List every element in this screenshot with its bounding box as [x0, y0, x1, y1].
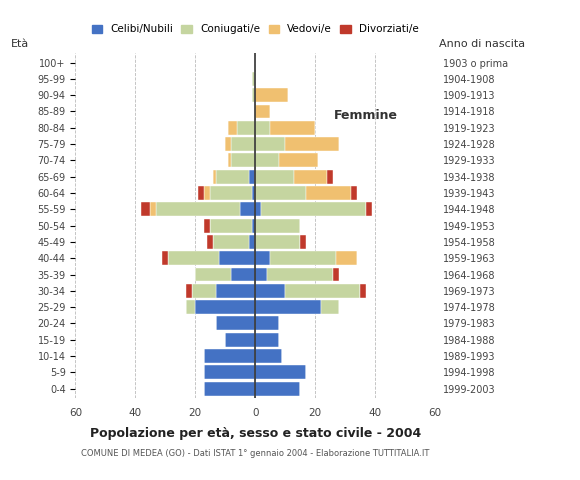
Bar [195, 300, 255, 314]
Bar [210, 186, 252, 200]
Bar [216, 316, 255, 330]
Bar [198, 186, 204, 200]
Bar [255, 219, 300, 232]
Bar [204, 349, 255, 363]
Bar [207, 235, 213, 249]
Text: Femmine: Femmine [334, 108, 398, 121]
Bar [267, 267, 333, 281]
Bar [229, 154, 231, 168]
Bar [255, 105, 270, 119]
Bar [300, 235, 306, 249]
Text: Età: Età [10, 39, 29, 49]
Bar [270, 251, 336, 265]
Bar [237, 121, 255, 135]
Bar [255, 333, 279, 347]
Bar [255, 137, 285, 151]
Bar [204, 186, 210, 200]
Bar [162, 251, 168, 265]
Bar [255, 251, 270, 265]
Text: COMUNE DI MEDEA (GO) - Dati ISTAT 1° gennaio 2004 - Elaborazione TUTTITALIA.IT: COMUNE DI MEDEA (GO) - Dati ISTAT 1° gen… [81, 449, 429, 458]
Bar [255, 170, 294, 184]
Bar [255, 382, 300, 396]
Bar [252, 72, 255, 86]
Bar [255, 88, 288, 102]
Bar [210, 219, 252, 232]
Bar [157, 203, 240, 216]
Bar [216, 170, 249, 184]
Bar [213, 235, 249, 249]
Bar [255, 203, 261, 216]
Bar [240, 203, 255, 216]
Bar [186, 300, 195, 314]
Bar [186, 284, 193, 298]
Bar [255, 300, 321, 314]
Bar [327, 170, 333, 184]
Bar [285, 137, 339, 151]
Bar [168, 251, 219, 265]
Bar [150, 203, 157, 216]
Bar [219, 251, 255, 265]
Bar [231, 267, 255, 281]
Bar [360, 284, 366, 298]
Bar [321, 300, 339, 314]
Bar [255, 186, 306, 200]
Bar [366, 203, 372, 216]
Bar [252, 88, 255, 102]
Bar [255, 267, 267, 281]
Bar [255, 284, 285, 298]
Bar [255, 316, 279, 330]
Bar [279, 154, 318, 168]
Bar [225, 333, 255, 347]
Bar [285, 284, 360, 298]
Bar [195, 267, 231, 281]
Bar [249, 235, 255, 249]
Bar [270, 121, 315, 135]
Bar [193, 284, 216, 298]
Bar [204, 365, 255, 379]
Bar [252, 219, 255, 232]
Bar [204, 382, 255, 396]
Bar [255, 235, 300, 249]
Text: Anno di nascita: Anno di nascita [438, 39, 525, 49]
Bar [333, 267, 339, 281]
Bar [261, 203, 366, 216]
Bar [255, 349, 282, 363]
Bar [306, 186, 351, 200]
Bar [142, 203, 150, 216]
Bar [255, 121, 270, 135]
Bar [351, 186, 357, 200]
Bar [204, 219, 210, 232]
Bar [249, 170, 255, 184]
Bar [255, 365, 306, 379]
Bar [252, 186, 255, 200]
Bar [255, 154, 279, 168]
Bar [231, 154, 255, 168]
Bar [231, 137, 255, 151]
Bar [213, 170, 216, 184]
Text: Popolazione per età, sesso e stato civile - 2004: Popolazione per età, sesso e stato civil… [89, 427, 421, 440]
Bar [294, 170, 327, 184]
Bar [229, 121, 237, 135]
Legend: Celibi/Nubili, Coniugati/e, Vedovi/e, Divorziati/e: Celibi/Nubili, Coniugati/e, Vedovi/e, Di… [88, 20, 423, 38]
Bar [336, 251, 357, 265]
Bar [225, 137, 231, 151]
Bar [216, 284, 255, 298]
